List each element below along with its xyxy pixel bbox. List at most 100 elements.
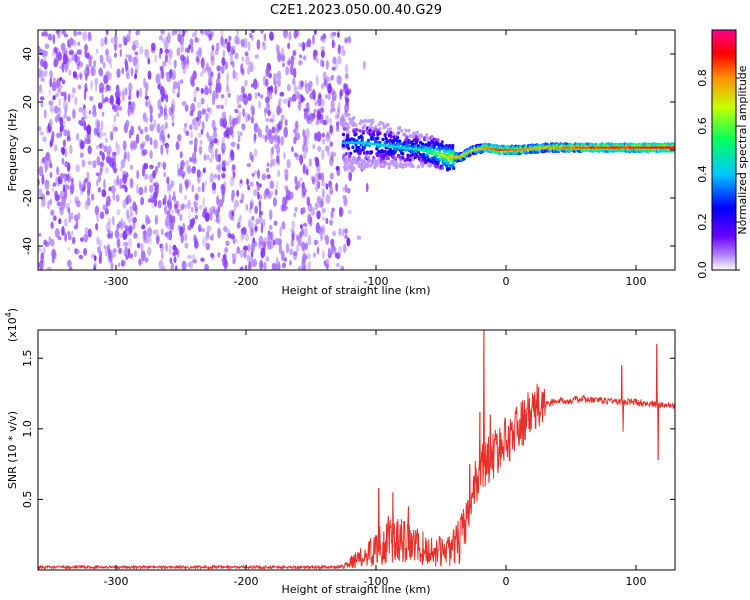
noise-cell	[315, 120, 319, 125]
noise-cell	[243, 92, 247, 99]
noise-cell	[319, 200, 323, 209]
noise-cell	[269, 180, 275, 189]
noise-cell	[68, 48, 73, 53]
bottom-x-tick-label: -200	[234, 575, 259, 588]
noise-cell	[222, 49, 226, 58]
noise-cell	[129, 142, 133, 150]
noise-cell	[231, 174, 235, 181]
noise-cell	[180, 159, 185, 170]
noise-cell	[149, 104, 153, 114]
noise-cell	[291, 146, 294, 153]
noise-cell	[264, 108, 268, 114]
noise-cell	[274, 189, 278, 196]
signal-cell	[446, 161, 451, 166]
noise-cell	[95, 145, 99, 150]
noise-cell	[148, 184, 154, 194]
noise-cell	[83, 233, 89, 243]
noise-cell	[203, 154, 207, 161]
noise-cell	[121, 184, 126, 189]
noise-cell	[232, 117, 238, 125]
noise-cell	[94, 77, 99, 85]
noise-cell	[112, 151, 117, 157]
noise-cell	[245, 56, 251, 66]
noise-cell	[303, 111, 308, 121]
noise-cell	[291, 233, 295, 241]
noise-cell	[171, 73, 176, 80]
noise-cell	[128, 237, 132, 248]
noise-cell	[166, 232, 172, 240]
noise-cell	[169, 214, 173, 224]
noise-cell	[302, 55, 307, 61]
noise-cell	[43, 30, 48, 37]
noise-cell	[202, 67, 207, 74]
noise-cell	[84, 44, 88, 52]
noise-cell	[65, 184, 70, 190]
bottom-y-ticks: 0.5 1.0 1.5	[21, 349, 675, 508]
noise-cell	[260, 247, 266, 258]
noise-cell	[104, 167, 110, 174]
noise-cell	[114, 229, 120, 239]
noise-cell	[189, 218, 195, 228]
noise-cell	[90, 80, 93, 90]
signal-cell	[357, 156, 361, 160]
colorbar: 0.0 0.2 0.4 0.6 0.8 Normalized spectral ampl…	[696, 29, 749, 279]
noise-cell	[201, 182, 205, 193]
noise-cell	[129, 165, 134, 170]
noise-cell	[343, 83, 348, 91]
noise-cell	[283, 168, 289, 175]
noise-cell	[107, 217, 112, 226]
noise-cell	[139, 46, 144, 55]
noise-cell	[77, 31, 82, 36]
noise-cell	[51, 187, 55, 193]
noise-cell	[232, 235, 236, 245]
noise-cell	[169, 257, 172, 264]
signal-cell	[386, 123, 390, 127]
noise-cell	[55, 47, 60, 58]
noise-cell	[208, 74, 213, 84]
noise-cell	[122, 241, 127, 247]
signal-cell	[400, 129, 404, 133]
noise-cell	[342, 195, 347, 200]
noise-cell	[149, 105, 153, 116]
noise-cell	[253, 170, 258, 176]
noise-cell	[166, 176, 170, 185]
noise-cell	[43, 109, 47, 119]
noise-cell	[160, 228, 164, 235]
noise-cell	[191, 184, 195, 193]
noise-cell	[285, 66, 290, 76]
noise-cell	[294, 206, 298, 213]
noise-cell	[302, 187, 307, 194]
noise-cell	[199, 30, 204, 34]
noise-cell	[174, 265, 178, 270]
noise-cell	[216, 213, 221, 225]
noise-cell	[223, 115, 227, 126]
noise-cell	[302, 252, 307, 263]
noise-cell	[258, 235, 264, 246]
noise-cell	[304, 79, 307, 88]
y-multiplier-exponent: 4	[4, 312, 13, 317]
noise-cell	[82, 31, 88, 41]
noise-cell	[270, 231, 275, 242]
noise-cell	[299, 177, 303, 182]
top-x-tick-label: -200	[234, 275, 259, 288]
noise-cell	[227, 92, 231, 98]
signal-cell	[381, 121, 385, 126]
signal-cell	[385, 138, 389, 143]
noise-cell	[209, 135, 214, 142]
signal-cell	[440, 166, 444, 170]
noise-cell	[303, 135, 307, 146]
noise-cell	[64, 148, 68, 158]
noise-cell	[273, 133, 279, 143]
noise-cell	[64, 160, 69, 168]
noise-cell	[280, 203, 285, 212]
noise-cell	[73, 40, 77, 47]
noise-cell	[68, 266, 73, 270]
noise-cell	[319, 59, 325, 67]
noise-cell	[111, 104, 116, 110]
noise-cell	[39, 96, 45, 101]
noise-cell	[321, 198, 324, 208]
noise-cell	[167, 133, 170, 139]
noise-cell	[118, 262, 121, 267]
noise-cell	[98, 67, 103, 77]
noise-cell	[256, 39, 261, 50]
